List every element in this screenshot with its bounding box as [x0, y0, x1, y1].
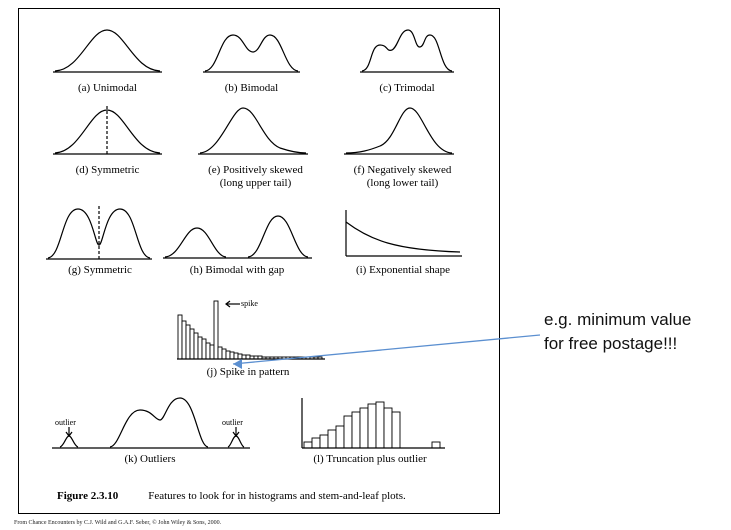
spike-hist-bar: [185, 324, 191, 360]
truncation-histogram: [303, 401, 441, 449]
caption-bimodal: (b) Bimodal: [224, 82, 279, 94]
outlier-left-bump: [59, 435, 79, 448]
spike-hist-bar: [181, 320, 187, 360]
curve-bimodal-gap-right: [247, 215, 309, 258]
outlier-right-label: outlier: [222, 418, 243, 427]
annotation-line-1: e.g. minimum value: [544, 310, 692, 329]
caption-spike: (j) Spike in pattern: [206, 366, 290, 378]
curve-unimodal: [54, 29, 161, 72]
spike-hist-bar: [177, 314, 183, 360]
curve-outliers-main: [109, 397, 209, 448]
spike-hist-bar: [237, 353, 243, 360]
spike-hist-bar: [205, 342, 211, 360]
caption-negative-skew-sub: (long lower tail): [366, 177, 439, 189]
spike-hist-bar: [201, 338, 207, 360]
caption-truncation: (l) Truncation plus outlier: [313, 453, 427, 465]
trunc-hist-bar: [359, 407, 369, 449]
spike-hist-bar: [233, 352, 239, 360]
source-credit: From Chance Encounters by C.J. Wild and …: [14, 520, 222, 526]
spike-hist-bar: [209, 344, 215, 360]
trunc-hist-bar: [367, 403, 377, 449]
caption-positive-skew: (e) Positively skewed: [208, 164, 303, 176]
curve-positive-skew: [199, 107, 307, 154]
figure-number: Figure 2.3.10: [57, 490, 119, 502]
figure-caption-text: Features to look for in histograms and s…: [148, 490, 406, 502]
annotation-arrow: [232, 334, 541, 369]
caption-trimodal: (c) Trimodal: [379, 82, 435, 94]
curve-symmetric-g: [47, 208, 151, 259]
spike-arrowhead: [225, 300, 231, 308]
spike-hist-bar: [193, 332, 199, 360]
outlier-left-label: outlier: [55, 418, 76, 427]
trunc-hist-bar: [351, 411, 361, 449]
caption-symmetric-d: (d) Symmetric: [75, 164, 140, 176]
spike-hist-bar: [213, 300, 219, 360]
curve-exponential: [345, 221, 461, 253]
curve-bimodal-gap-left: [164, 227, 227, 258]
outlier-right-bump: [227, 435, 245, 448]
curve-bimodal: [204, 34, 299, 72]
caption-exponential: (i) Exponential shape: [355, 264, 451, 276]
curve-negative-skew: [345, 107, 453, 154]
figure-caption: Figure 2.3.10 Features to look for in his…: [57, 490, 406, 502]
trunc-hist-bar: [303, 441, 313, 449]
trunc-hist-bar: [327, 429, 337, 449]
caption-unimodal: (a) Unimodal: [78, 82, 137, 94]
trunc-hist-bar: [383, 407, 393, 449]
spike-histogram: [177, 300, 323, 360]
caption-bimodal-gap: (h) Bimodal with gap: [189, 264, 285, 276]
spike-hist-bar: [221, 348, 227, 360]
caption-outliers: (k) Outliers: [124, 453, 176, 465]
caption-negative-skew: (f) Negatively skewed: [353, 164, 452, 176]
trunc-hist-bar: [319, 434, 329, 449]
spike-hist-bar: [225, 350, 231, 360]
annotation-text: e.g. minimum value for free postage!!!: [544, 308, 691, 356]
spike-hist-bar: [197, 336, 203, 360]
spike-label: spike: [241, 299, 258, 308]
spike-hist-bar: [229, 351, 235, 360]
annotation-line-2: for free postage!!!: [544, 334, 678, 353]
trunc-hist-bar: [391, 411, 401, 449]
trunc-hist-bar: [375, 401, 385, 449]
caption-positive-skew-sub: (long upper tail): [219, 177, 292, 189]
trunc-hist-bar: [335, 425, 345, 449]
curve-symmetric-d: [54, 109, 161, 154]
spike-hist-bar: [189, 328, 195, 360]
trunc-outlier-bar: [431, 441, 441, 449]
trunc-hist-bar: [343, 415, 353, 449]
spike-hist-bar: [217, 346, 223, 360]
curve-trimodal: [361, 29, 453, 72]
trunc-hist-bar: [311, 437, 321, 449]
caption-symmetric-g: (g) Symmetric: [68, 264, 132, 276]
figure-frame: [18, 8, 500, 514]
